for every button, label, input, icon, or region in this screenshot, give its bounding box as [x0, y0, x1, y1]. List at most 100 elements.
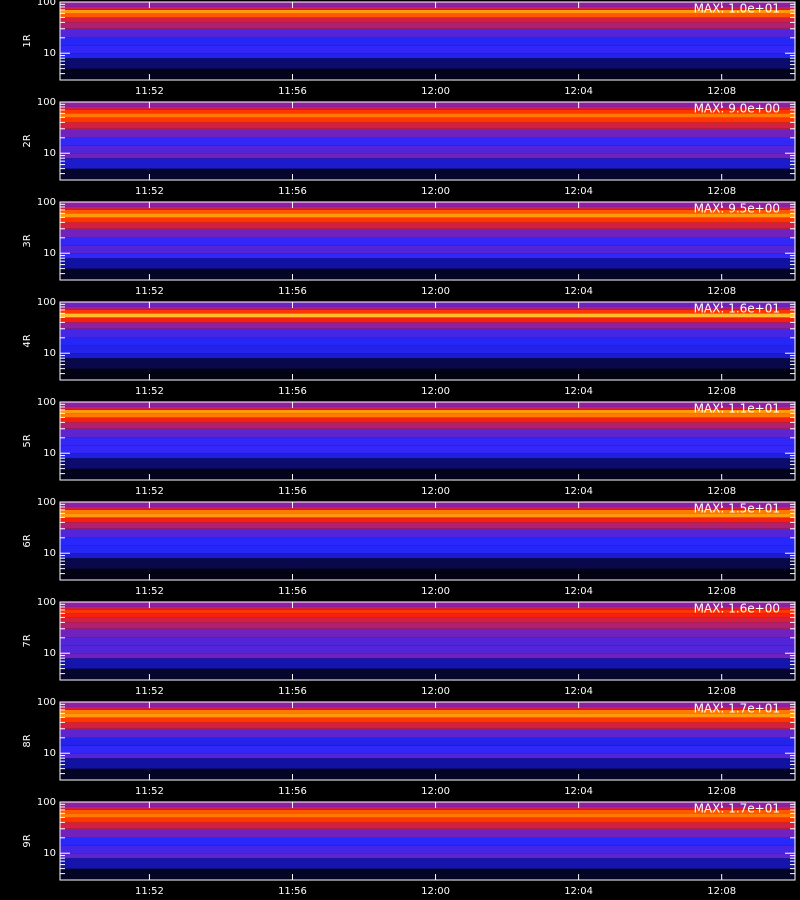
heat-band [60, 368, 795, 380]
heat-band [60, 53, 795, 59]
x-tick-label: 11:56 [278, 686, 307, 697]
heat-band [60, 722, 795, 729]
heat-band [60, 406, 795, 410]
heat-band [60, 517, 795, 523]
heat-band [60, 853, 795, 859]
panel: 10 100 11:52 11:56 12:00 12:04 12:08 1R MAX: 1.0… [22, 0, 796, 97]
x-tick-label: 11:56 [278, 386, 307, 397]
heat-band [60, 258, 795, 269]
x-tick-label: 11:56 [278, 486, 307, 497]
heat-band [60, 328, 795, 338]
heat-band [60, 322, 795, 329]
heat-band [60, 17, 795, 23]
heat-band [60, 422, 795, 429]
heat-band [60, 653, 795, 659]
x-tick-label: 12:08 [707, 686, 736, 697]
y-axis-label: 7R [22, 634, 33, 647]
y-tick-label: 100 [37, 797, 56, 808]
heat-band [60, 117, 795, 123]
plot-frame [59, 401, 796, 481]
annotation: MAX: 9.0e+00 [694, 102, 780, 116]
heat-band [60, 6, 795, 10]
heat-band [60, 13, 795, 18]
panel: 10 100 11:52 11:56 12:00 12:04 12:08 5R MAX: 1.1… [22, 397, 796, 497]
heat-band [60, 409, 795, 414]
heat-band [60, 458, 795, 469]
y-tick-label: 10 [43, 448, 56, 459]
heat-band [60, 145, 795, 154]
heat-band [60, 745, 795, 754]
heat-band [60, 522, 795, 529]
x-tick-label: 12:04 [564, 586, 593, 597]
heat-band [60, 113, 795, 118]
x-tick-label: 11:52 [135, 286, 164, 297]
heat-band [60, 222, 795, 229]
x-tick-label: 11:56 [278, 786, 307, 797]
heat-band [60, 602, 795, 607]
heat-band [60, 45, 795, 54]
x-tick-label: 11:52 [135, 486, 164, 497]
heat-band [60, 206, 795, 210]
heat-band [60, 245, 795, 254]
y-axis-label: 5R [22, 434, 33, 447]
heat-band [60, 622, 795, 629]
heat-band [60, 202, 795, 207]
heat-band [60, 445, 795, 454]
x-tick-label: 12:04 [564, 386, 593, 397]
heat-band [60, 102, 795, 107]
x-tick-label: 12:00 [421, 586, 450, 597]
heat-band [60, 706, 795, 710]
x-tick-label: 11:52 [135, 86, 164, 97]
heat-band [60, 558, 795, 569]
annotation: MAX: 1.5e+01 [694, 502, 780, 516]
heat-band [60, 168, 795, 180]
heat-band [60, 802, 795, 807]
plot-frame [59, 201, 796, 281]
plot-frame [59, 701, 796, 781]
heat-band [60, 737, 795, 746]
heat-band [60, 858, 795, 869]
heat-band [60, 217, 795, 223]
y-tick-label: 10 [43, 848, 56, 859]
heat-band [60, 413, 795, 418]
heat-band [60, 402, 795, 407]
heat-band [60, 345, 795, 354]
heat-band [60, 628, 795, 638]
heat-band [60, 837, 795, 846]
x-tick-label: 12:04 [564, 686, 593, 697]
annotation: MAX: 1.1e+01 [694, 402, 780, 416]
heat-band [60, 213, 795, 218]
x-tick-label: 11:56 [278, 186, 307, 197]
x-tick-label: 12:04 [564, 886, 593, 897]
plot-frame [59, 101, 796, 181]
x-tick-label: 12:00 [421, 486, 450, 497]
y-tick-label: 10 [43, 148, 56, 159]
x-tick-label: 11:56 [278, 586, 307, 597]
panel: 10 100 11:52 11:56 12:00 12:04 12:08 8R MAX: 1.7… [22, 697, 796, 797]
heat-band [60, 606, 795, 610]
y-tick-label: 10 [43, 748, 56, 759]
panel: 10 100 11:52 11:56 12:00 12:04 12:08 2R MAX: 9.0… [22, 97, 796, 197]
annotation: MAX: 1.7e+01 [694, 802, 780, 816]
heat-band [60, 845, 795, 854]
heat-band [60, 506, 795, 510]
x-tick-label: 12:08 [707, 286, 736, 297]
heat-band [60, 306, 795, 310]
y-tick-label: 100 [37, 97, 56, 108]
x-tick-label: 12:08 [707, 386, 736, 397]
x-tick-label: 11:52 [135, 686, 164, 697]
annotation: MAX: 9.5e+00 [694, 202, 780, 216]
x-tick-label: 12:08 [707, 886, 736, 897]
heat-band [60, 453, 795, 459]
heat-band [60, 813, 795, 818]
y-axis-label: 2R [22, 134, 33, 147]
heat-band [60, 309, 795, 314]
y-axis-label: 8R [22, 734, 33, 747]
y-tick-label: 10 [43, 648, 56, 659]
heat-band [60, 358, 795, 369]
heat-band [60, 613, 795, 618]
x-tick-label: 11:52 [135, 586, 164, 597]
x-tick-label: 12:04 [564, 486, 593, 497]
